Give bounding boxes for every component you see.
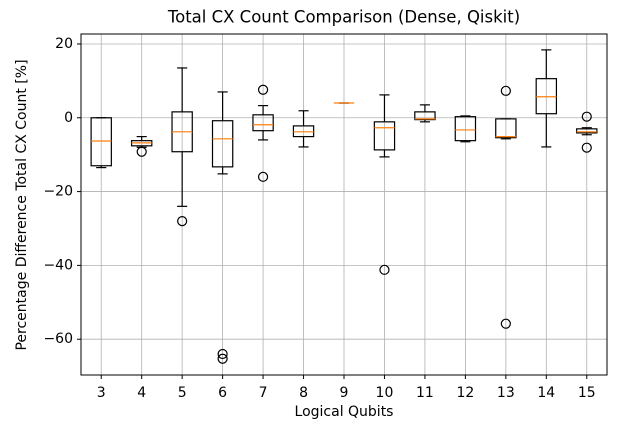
box <box>454 116 477 142</box>
flier <box>257 171 269 182</box>
flier <box>217 353 228 364</box>
flier <box>581 111 592 122</box>
flier <box>257 84 269 95</box>
x-tick-label: 3 <box>97 385 106 401</box>
x-tick-label: 10 <box>376 385 394 401</box>
flier <box>379 264 390 275</box>
x-tick-label: 11 <box>416 385 434 401</box>
flier <box>500 85 511 96</box>
box <box>414 111 436 121</box>
y-tick-label: −40 <box>43 257 73 273</box>
y-tick-label: 20 <box>55 36 73 52</box>
x-tick-label: 9 <box>340 385 349 401</box>
x-tick-label: 5 <box>178 385 187 401</box>
flier <box>581 142 592 153</box>
x-tick-label: 6 <box>218 385 227 401</box>
box <box>211 120 234 168</box>
y-tick-label: −20 <box>43 184 73 200</box>
x-tick-label: 13 <box>497 385 515 401</box>
x-tick-label: 15 <box>578 385 596 401</box>
box <box>576 128 598 134</box>
x-tick-label: 7 <box>259 385 268 401</box>
x-tick-label: 8 <box>299 385 308 401</box>
x-axis-label: Logical Qubits <box>295 404 394 420</box>
box <box>252 114 274 132</box>
plot-frame <box>80 33 608 376</box>
y-tick-label: 0 <box>64 110 73 126</box>
box <box>90 117 112 167</box>
y-axis-label: Percentage Difference Total CX Count [%] <box>14 59 30 350</box>
box <box>495 118 517 139</box>
chart-title: Total CX Count Comparison (Dense, Qiskit… <box>167 8 520 27</box>
flier <box>217 348 228 360</box>
flier <box>500 318 511 329</box>
x-tick-label: 12 <box>456 385 474 401</box>
x-tick-label: 4 <box>137 385 146 401</box>
flier <box>177 216 188 227</box>
flier <box>136 146 147 157</box>
y-tick-label: −60 <box>43 331 73 347</box>
x-tick-label: 14 <box>537 385 555 401</box>
box <box>373 121 396 151</box>
